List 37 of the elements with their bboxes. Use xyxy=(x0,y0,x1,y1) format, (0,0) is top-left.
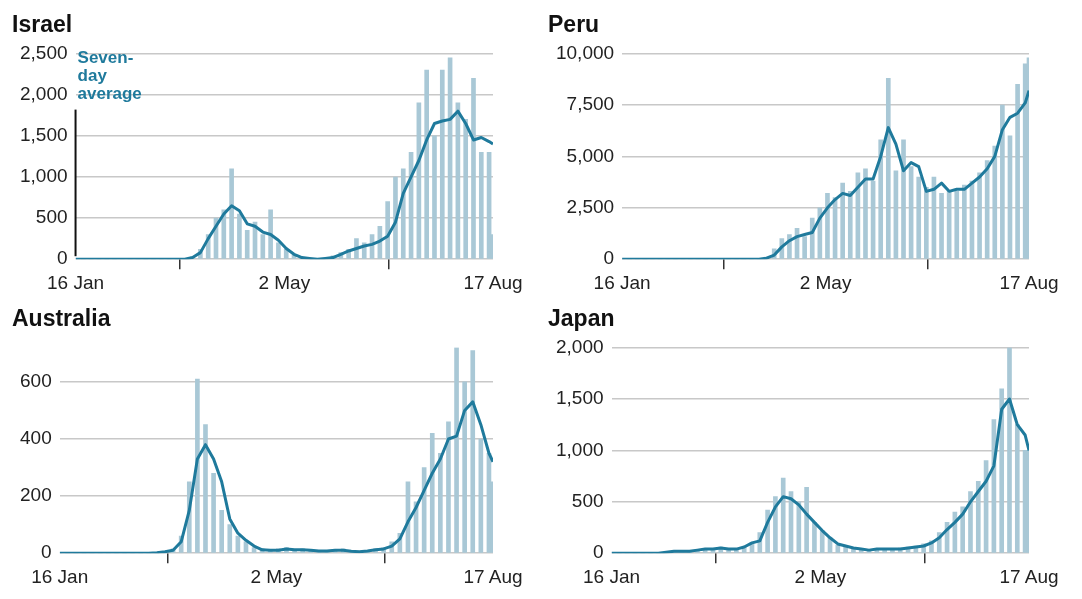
chart-title: Japan xyxy=(548,305,615,332)
x-tick-label: 16 Jan xyxy=(47,271,105,293)
x-tick-label: 2 May xyxy=(258,271,311,293)
text: Seven-day average xyxy=(77,47,142,103)
y-tick-label: 400 xyxy=(20,427,52,449)
y-tick-label: 1,000 xyxy=(556,438,604,460)
x-tick-label: 16 Jan xyxy=(583,565,641,587)
y-tick-label: 7,500 xyxy=(566,93,615,115)
x-tick-label: 2 May xyxy=(799,271,852,293)
y-tick-label: 5,000 xyxy=(566,144,615,166)
y-tick-label: 0 xyxy=(603,247,615,269)
y-tick-label: 500 xyxy=(571,490,604,512)
y-tick-label: 1,000 xyxy=(20,165,68,187)
x-tick-label: 16 Jan xyxy=(31,565,89,587)
chart-title: Peru xyxy=(548,11,600,38)
y-tick-label: 500 xyxy=(35,206,68,228)
chart-title: Israel xyxy=(12,11,73,38)
y-tick-label: 2,500 xyxy=(566,196,615,218)
x-tick-label: 17 Aug xyxy=(999,271,1059,293)
x-tick-label: 16 Jan xyxy=(593,271,651,293)
chart-title: Australia xyxy=(12,305,111,332)
y-tick-label: 1,500 xyxy=(20,124,68,146)
y-tick-label: 2,500 xyxy=(20,41,68,63)
y-tick-label: 600 xyxy=(20,370,52,392)
x-tick-label: 17 Aug xyxy=(463,565,523,587)
y-tick-label: 1,500 xyxy=(556,387,604,409)
y-tick-label: 10,000 xyxy=(555,41,615,63)
y-tick-label: 0 xyxy=(56,247,68,269)
x-tick-label: 17 Aug xyxy=(999,565,1059,587)
x-tick-label: 17 Aug xyxy=(463,271,523,293)
y-tick-label: 0 xyxy=(41,541,52,563)
y-tick-label: 2,000 xyxy=(20,82,68,104)
y-tick-label: 200 xyxy=(20,484,52,506)
x-tick-label: 2 May xyxy=(250,565,303,587)
y-tick-label: 2,000 xyxy=(556,335,604,357)
y-tick-label: 0 xyxy=(592,541,604,563)
x-tick-label: 2 May xyxy=(794,565,847,587)
